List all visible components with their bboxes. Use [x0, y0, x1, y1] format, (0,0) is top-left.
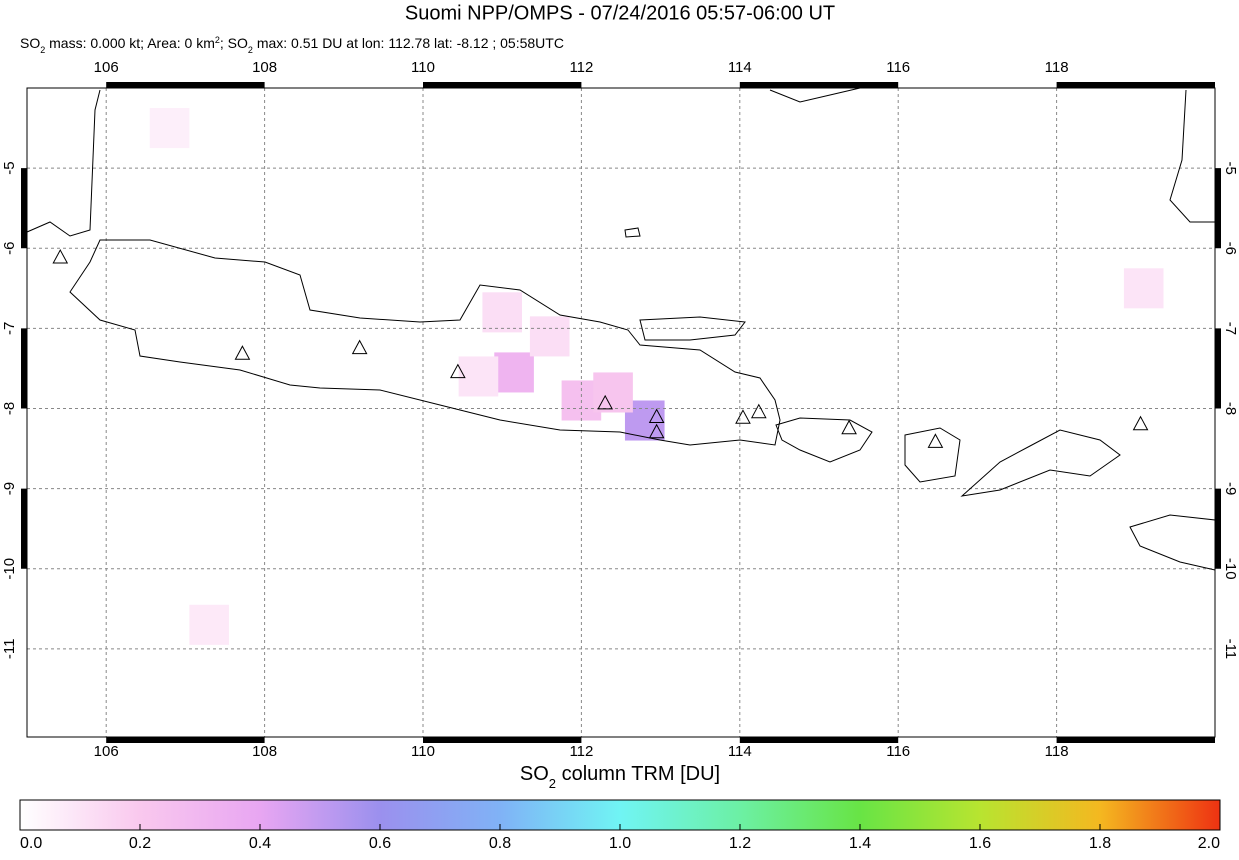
volcano: [450, 363, 466, 379]
volcano: [351, 339, 368, 355]
text-part: 2: [40, 45, 45, 55]
y-tick-label: -10: [1, 558, 18, 580]
colorbar-tick-label: 1.0: [609, 835, 631, 852]
map-frame: [26, 87, 1216, 738]
text-part: SO: [520, 763, 549, 785]
so2-pixel: [149, 108, 190, 149]
x-tick-label: 118: [1045, 743, 1069, 760]
so2-pixel: [494, 352, 534, 393]
x-tick-label: 108: [252, 743, 277, 760]
subtitle: SO2 mass: 0.000 kt; Area: 0 km2; SO2 max…: [20, 35, 564, 55]
text-part: 2: [549, 776, 556, 791]
x-tick-label: 110: [411, 59, 435, 76]
y-tick-label: -6: [1222, 242, 1239, 255]
text-part: SO: [20, 35, 40, 51]
x-tick-label: 106: [94, 743, 119, 760]
y-tick-label: -8: [1, 402, 18, 415]
volcano: [1132, 415, 1149, 431]
y-tick-label: -11: [1222, 639, 1239, 660]
volcano: [597, 394, 613, 410]
y-tick-label: -5: [1222, 161, 1239, 174]
x-tick-label: 114: [728, 59, 752, 76]
volcano: [750, 403, 767, 419]
volcano: [234, 345, 251, 360]
x-tick-label: 106: [94, 59, 119, 76]
x-tick-label: 116: [886, 59, 910, 76]
colorbar-tick-label: 0.4: [249, 835, 271, 852]
x-tick-label: 118: [1045, 59, 1069, 76]
coastlines: [26, 87, 1216, 571]
text-part: 2: [215, 35, 220, 45]
y-tick-label: -10: [1222, 558, 1239, 580]
x-tick-label: 112: [569, 59, 593, 76]
colorbar-tick-label: 1.6: [969, 835, 991, 852]
colorbar-tick-label: 1.2: [729, 835, 751, 852]
volcano: [841, 419, 857, 435]
so2-pixel: [1123, 268, 1164, 309]
volcano: [648, 423, 665, 439]
y-tick-label: -7: [1222, 322, 1239, 335]
y-tick-label: -7: [1, 322, 18, 335]
y-tick-label: -9: [1, 482, 18, 495]
colorbar-tick-label: 1.8: [1089, 835, 1111, 852]
so2-pixel: [529, 316, 570, 357]
volcano: [648, 408, 665, 424]
y-tick-label: -9: [1222, 482, 1239, 495]
text-part: column TRM [DU]: [556, 763, 720, 785]
text-part: ; SO: [220, 35, 248, 51]
volcano: [52, 249, 69, 264]
x-tick-label: 110: [411, 743, 435, 760]
x-tick-label: 114: [728, 743, 752, 760]
text-part: max: 0.51 DU at lon: 112.78 lat: -8.12 ;…: [253, 35, 564, 51]
y-tick-label: -5: [1, 161, 18, 174]
x-tick-label: 112: [569, 743, 593, 760]
y-tick-label: -6: [1, 242, 18, 255]
y-tick-label: -8: [1222, 402, 1239, 415]
x-tick-label: 108: [252, 59, 277, 76]
colorbar-tick-label: 2.0: [1198, 835, 1220, 852]
text-part: 2: [248, 45, 253, 55]
colorbar-tick-label: 1.4: [849, 835, 871, 852]
colorbar-tick-label: 0.6: [369, 835, 391, 852]
colorbar-tick-label: 0.0: [20, 835, 42, 852]
y-tick-label: -11: [1, 639, 18, 660]
so2-pixel: [189, 604, 229, 645]
x-tick-label: 116: [886, 743, 910, 760]
so2-pixel: [482, 292, 522, 333]
colorbar-label: SO2 column TRM [DU]: [520, 763, 720, 791]
volcano: [927, 433, 944, 448]
colorbar-tick-label: 0.2: [129, 835, 151, 852]
text-part: mass: 0.000 kt; Area: 0 km: [45, 35, 215, 51]
so2-pixel: [458, 356, 499, 397]
colorbar-tick-label: 0.8: [489, 835, 511, 852]
title: Suomi NPP/OMPS - 07/24/2016 05:57-06:00 …: [405, 2, 835, 24]
volcano: [735, 409, 751, 424]
